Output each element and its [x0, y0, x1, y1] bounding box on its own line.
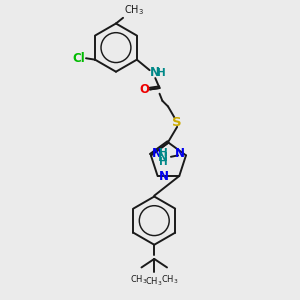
Text: S: S	[172, 116, 182, 129]
Text: CH$_3$: CH$_3$	[124, 4, 144, 17]
Text: H: H	[159, 148, 168, 158]
Text: CH$_3$: CH$_3$	[130, 273, 147, 286]
Text: H: H	[158, 68, 166, 78]
Text: N: N	[152, 148, 162, 160]
Text: O: O	[140, 83, 150, 96]
Text: H: H	[159, 157, 168, 167]
Text: CH$_3$: CH$_3$	[146, 276, 163, 288]
Text: N: N	[149, 67, 159, 80]
Text: Cl: Cl	[73, 52, 85, 65]
Text: N: N	[158, 151, 168, 164]
Text: CH$_3$: CH$_3$	[161, 273, 178, 286]
Text: N: N	[159, 170, 169, 183]
Text: N: N	[175, 148, 185, 160]
